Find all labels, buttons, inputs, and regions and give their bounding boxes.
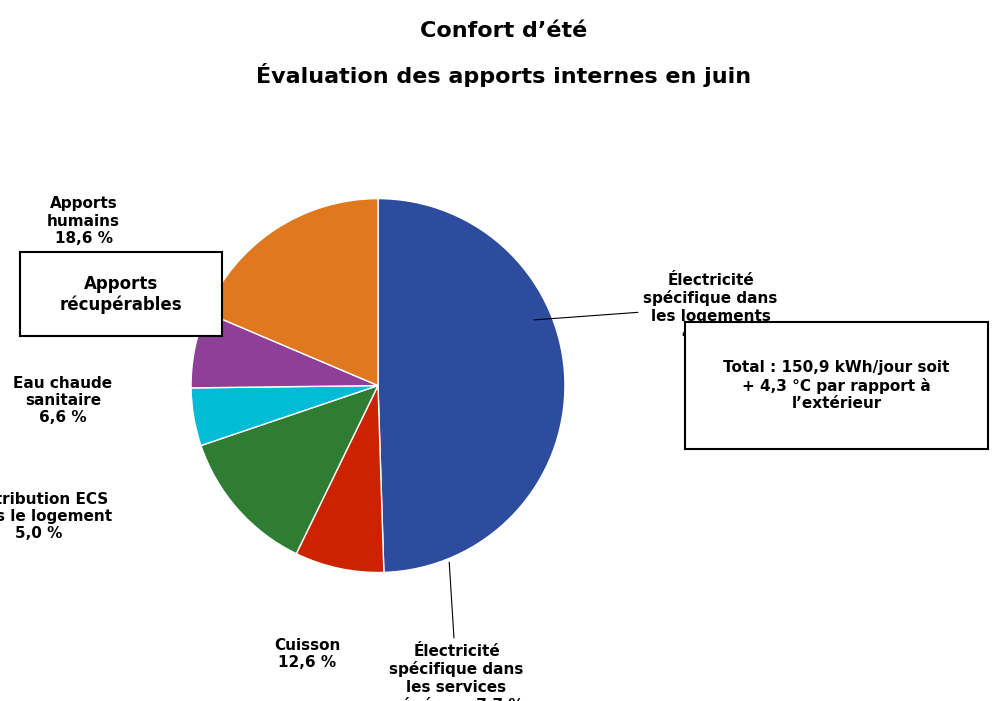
Text: Évaluation des apports internes en juin: Évaluation des apports internes en juin: [256, 63, 752, 87]
Text: Électricité
spécifique dans
les services
généraux 7.7 %: Électricité spécifique dans les services…: [389, 562, 524, 701]
Text: Cuisson
12,6 %: Cuisson 12,6 %: [274, 638, 340, 670]
Wedge shape: [201, 386, 378, 554]
Text: Apports
récupérables: Apports récupérables: [59, 275, 182, 314]
Text: Eau chaude
sanitaire
6,6 %: Eau chaude sanitaire 6,6 %: [13, 376, 113, 426]
Wedge shape: [296, 386, 384, 573]
Wedge shape: [206, 198, 378, 386]
Text: Électricité
spécifique dans
les logements
49,5 %: Électricité spécifique dans les logement…: [534, 273, 778, 341]
Text: Distribution ECS
dans le logement
5,0 %: Distribution ECS dans le logement 5,0 %: [0, 491, 113, 541]
Text: Total : 150,9 kWh/jour soit
+ 4,3 °C par rapport à
l’extérieur: Total : 150,9 kWh/jour soit + 4,3 °C par…: [724, 360, 950, 411]
Wedge shape: [378, 198, 564, 573]
Text: Apports
humains
18,6 %: Apports humains 18,6 %: [47, 196, 120, 246]
Text: Confort d’été: Confort d’été: [420, 21, 588, 41]
Wedge shape: [192, 313, 378, 388]
Wedge shape: [192, 386, 378, 446]
